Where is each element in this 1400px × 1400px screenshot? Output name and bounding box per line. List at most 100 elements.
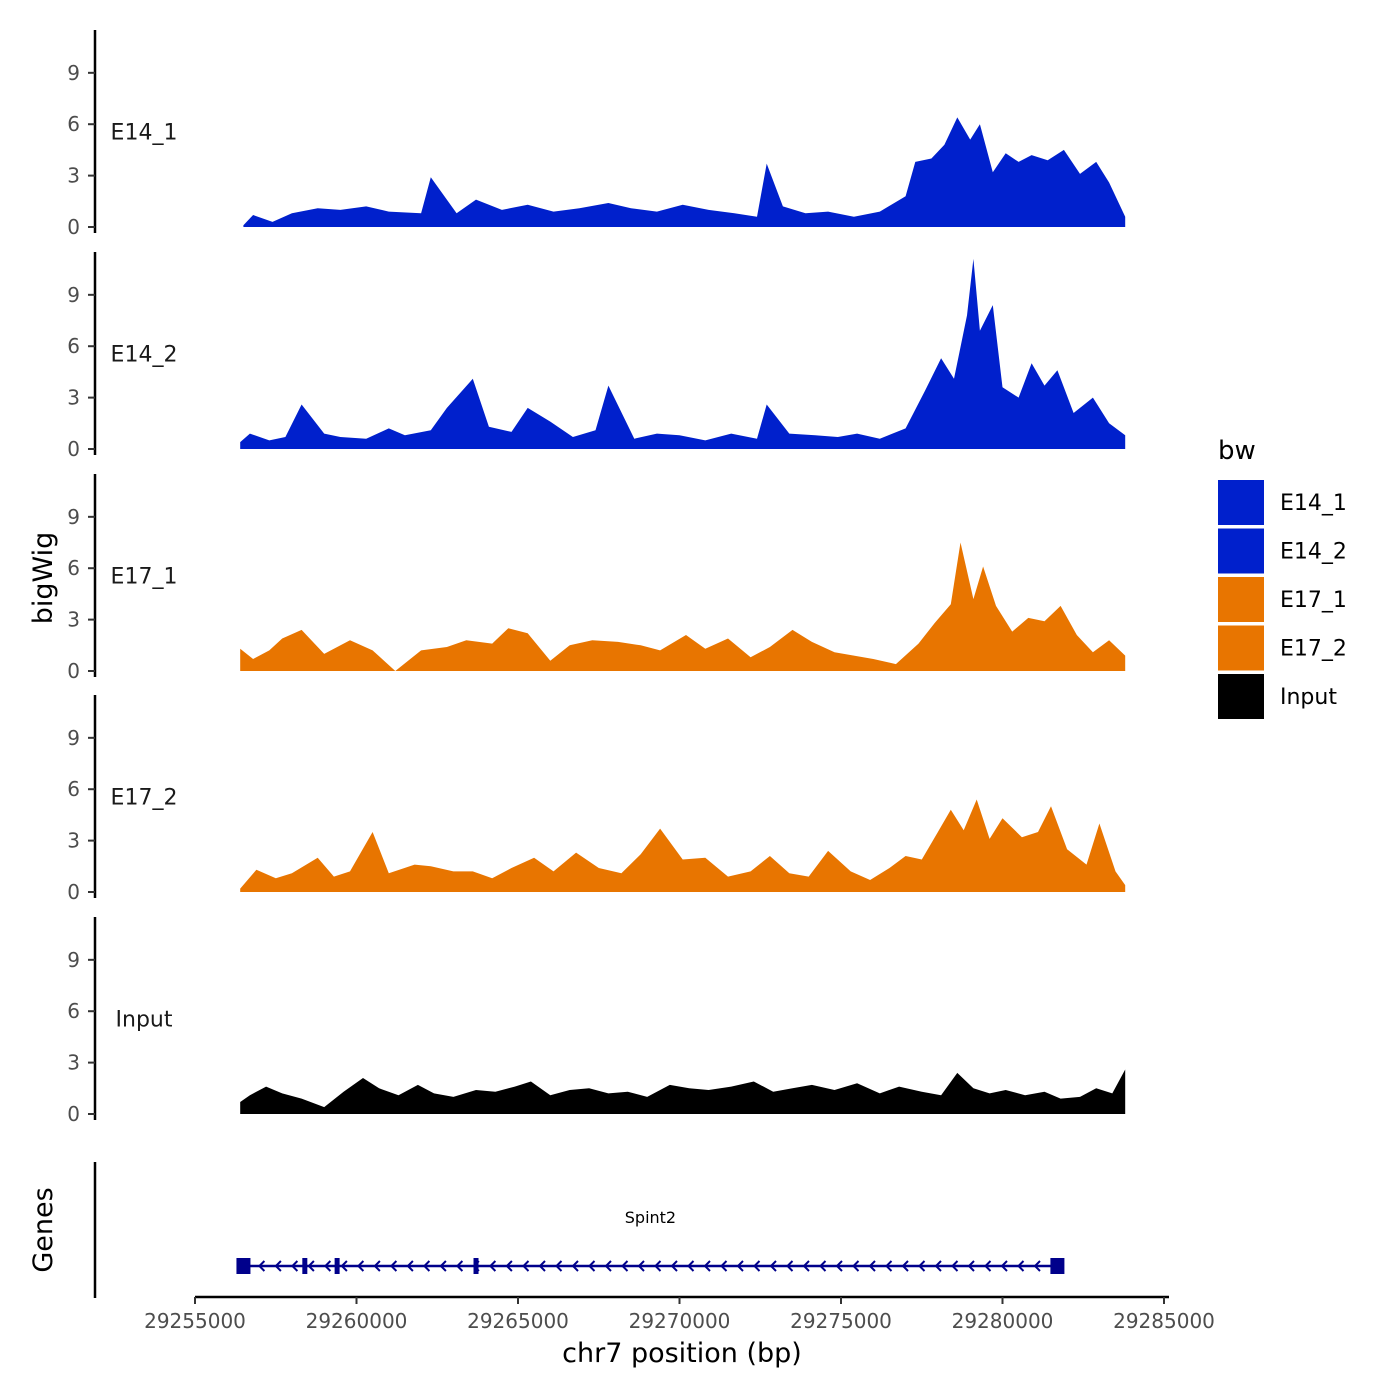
strand-arrow <box>703 1260 711 1272</box>
strand-arrow <box>852 1260 860 1272</box>
y-tick-label: 6 <box>67 334 80 358</box>
y-tick-label: 6 <box>67 556 80 580</box>
track-E14_1: 0 3 6 9 E14_1 <box>67 30 1126 239</box>
y-tick-label: 9 <box>67 283 80 307</box>
exon <box>236 1258 251 1274</box>
strand-arrow <box>505 1260 513 1272</box>
strand-arrow <box>885 1260 893 1272</box>
strand-arrow <box>307 1260 315 1272</box>
coverage-area-E14_2 <box>240 258 1126 449</box>
strand-arrow <box>769 1260 777 1272</box>
legend-label: E17_2 <box>1280 637 1347 662</box>
legend-swatch <box>1218 674 1264 719</box>
x-tick-label: 29275000 <box>790 1309 892 1333</box>
strand-arrow <box>1033 1260 1041 1272</box>
strand-arrow <box>720 1260 728 1272</box>
strand-arrow <box>1000 1260 1008 1272</box>
genes-panel: Spint2 <box>93 1162 1065 1298</box>
strand-arrow <box>753 1260 761 1272</box>
gene-label: Spint2 <box>625 1208 676 1227</box>
track-label: Input <box>116 1008 173 1033</box>
y-tick-label: 3 <box>67 164 80 188</box>
y-tick-label: 9 <box>67 726 80 750</box>
track-panels: 0 3 6 9 E14_1 0 3 6 9 E14_2 0 3 6 9 E17_1 0 3 6 9 E17_2 0 3 6 9… <box>67 30 1126 1126</box>
x-tick-label: 29255000 <box>144 1309 246 1333</box>
x-tick-label: 29265000 <box>467 1309 569 1333</box>
strand-arrow <box>571 1260 579 1272</box>
legend-swatch <box>1218 528 1264 574</box>
legend: bw E14_1 E14_2 E17_1 E17_2 Input <box>1218 436 1347 719</box>
strand-arrow <box>637 1260 645 1272</box>
track-label: E17_2 <box>111 786 178 811</box>
legend-label: E14_2 <box>1280 540 1347 565</box>
y-axis-title: bigWig <box>28 532 59 625</box>
y-tick-label: 0 <box>67 1102 80 1126</box>
strand-arrow <box>786 1260 794 1272</box>
strand-arrow <box>967 1260 975 1272</box>
y-tick-label: 6 <box>67 999 80 1023</box>
legend-swatch <box>1218 625 1264 671</box>
exon <box>334 1258 340 1274</box>
exon <box>302 1258 308 1274</box>
strand-arrow <box>488 1260 497 1272</box>
coverage-area-E17_1 <box>240 542 1126 671</box>
track-label: E14_1 <box>111 121 178 146</box>
coverage-area-Input <box>240 1069 1126 1114</box>
y-tick-label: 0 <box>67 659 80 683</box>
strand-arrow <box>670 1260 678 1272</box>
strand-arrow <box>555 1260 563 1272</box>
strand-arrow <box>257 1260 266 1272</box>
x-tick-label: 29270000 <box>629 1309 731 1333</box>
strand-arrow <box>373 1260 381 1272</box>
strand-arrow <box>340 1260 348 1272</box>
y-tick-label: 3 <box>67 1051 80 1075</box>
strand-arrow <box>934 1260 942 1272</box>
strand-arrow <box>522 1260 530 1272</box>
strand-arrow <box>802 1260 810 1272</box>
strand-arrow <box>901 1260 909 1272</box>
strand-arrow <box>918 1260 926 1272</box>
exon <box>473 1258 479 1274</box>
y-tick-label: 3 <box>67 386 80 410</box>
track-label: E14_2 <box>111 343 178 368</box>
genes-axis-title: Genes <box>28 1187 59 1272</box>
legend-swatch <box>1218 577 1264 622</box>
strand-arrow <box>538 1260 546 1272</box>
coverage-area-E14_1 <box>243 117 1126 227</box>
strand-arrow <box>356 1260 365 1272</box>
track-E17_1: 0 3 6 9 E17_1 <box>67 474 1126 683</box>
strand-arrow <box>274 1260 282 1272</box>
y-tick-label: 0 <box>67 437 80 461</box>
strand-arrow <box>654 1260 662 1272</box>
legend-label: E17_1 <box>1280 588 1347 613</box>
strand-arrow <box>819 1260 827 1272</box>
strand-arrow <box>1017 1260 1025 1272</box>
x-axis-title: chr7 position (bp) <box>562 1338 802 1369</box>
y-tick-label: 6 <box>67 112 80 136</box>
strand-arrow <box>951 1260 959 1272</box>
strand-arrow <box>984 1260 992 1272</box>
strand-arrow <box>868 1260 876 1272</box>
strand-arrow <box>406 1260 414 1272</box>
strand-arrow <box>389 1260 398 1272</box>
y-tick-label: 0 <box>67 880 80 904</box>
strand-arrow <box>422 1260 431 1272</box>
strand-arrow <box>736 1260 744 1272</box>
strand-arrow <box>588 1260 596 1272</box>
strand-arrow <box>290 1260 299 1272</box>
x-tick-label: 29260000 <box>306 1309 408 1333</box>
y-tick-label: 6 <box>67 777 80 801</box>
strand-arrow <box>455 1260 464 1272</box>
coverage-area-E17_2 <box>240 799 1126 892</box>
strand-arrow <box>835 1260 843 1272</box>
track-Input: 0 3 6 9 Input <box>67 917 1126 1126</box>
strand-arrow <box>323 1260 332 1272</box>
strand-arrow <box>687 1260 695 1272</box>
exon <box>1050 1258 1065 1274</box>
track-E14_2: 0 3 6 9 E14_2 <box>67 252 1126 461</box>
strand-arrow <box>439 1260 447 1272</box>
y-tick-label: 9 <box>67 505 80 529</box>
legend-label: E14_1 <box>1280 491 1347 516</box>
legend-title: bw <box>1218 436 1256 466</box>
